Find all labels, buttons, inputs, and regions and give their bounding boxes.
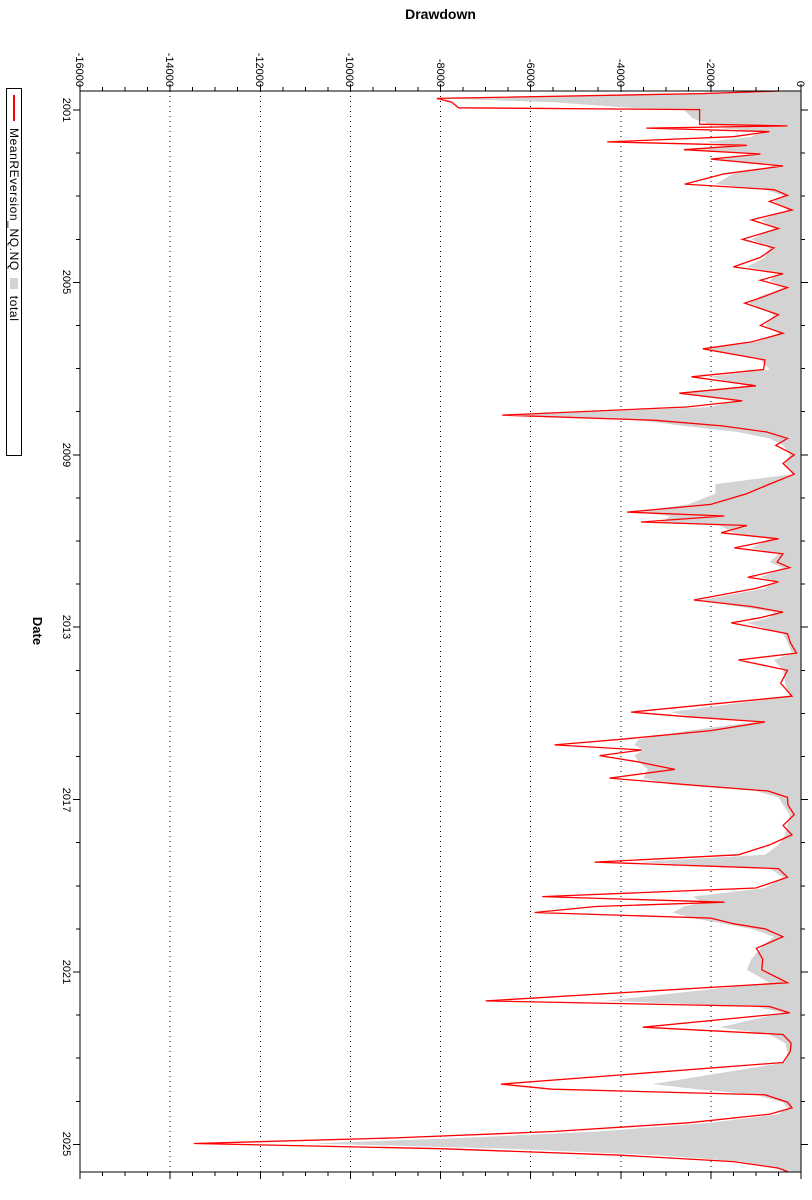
value-tick-label: -12000 [253,52,266,87]
value-tick-label: -8000 [433,58,446,87]
value-tick-label: -6000 [523,58,536,87]
legend-box: MeanREversion_NQ.NQ total [6,88,22,456]
chart-title: Drawdown [405,6,476,22]
value-tick-label: 0 [794,80,806,87]
year-tick-label: 2021 [60,959,72,985]
year-tick-label: 2001 [60,97,72,123]
value-tick-label: -16000 [73,52,85,87]
legend: MeanREversion_NQ.NQ total [6,88,22,456]
value-tick-label: -10000 [343,52,356,87]
value-tick-label: -2000 [703,58,716,87]
year-tick-label: 2025 [60,1132,72,1157]
legend-series2-label: total [7,295,21,322]
value-tick-label: -4000 [613,58,626,87]
year-tick-label: 2009 [60,442,72,468]
year-tick-label: 2013 [60,614,72,640]
legend-line-sample-icon [13,95,15,121]
x-axis-label-date: Date [30,616,45,646]
year-tick-label: 2017 [60,787,72,812]
legend-area-sample-icon [10,277,18,289]
year-tick-label: 2005 [60,270,72,295]
value-tick-label: -14000 [163,52,176,87]
legend-series1-label: MeanREversion_NQ.NQ [7,128,21,271]
